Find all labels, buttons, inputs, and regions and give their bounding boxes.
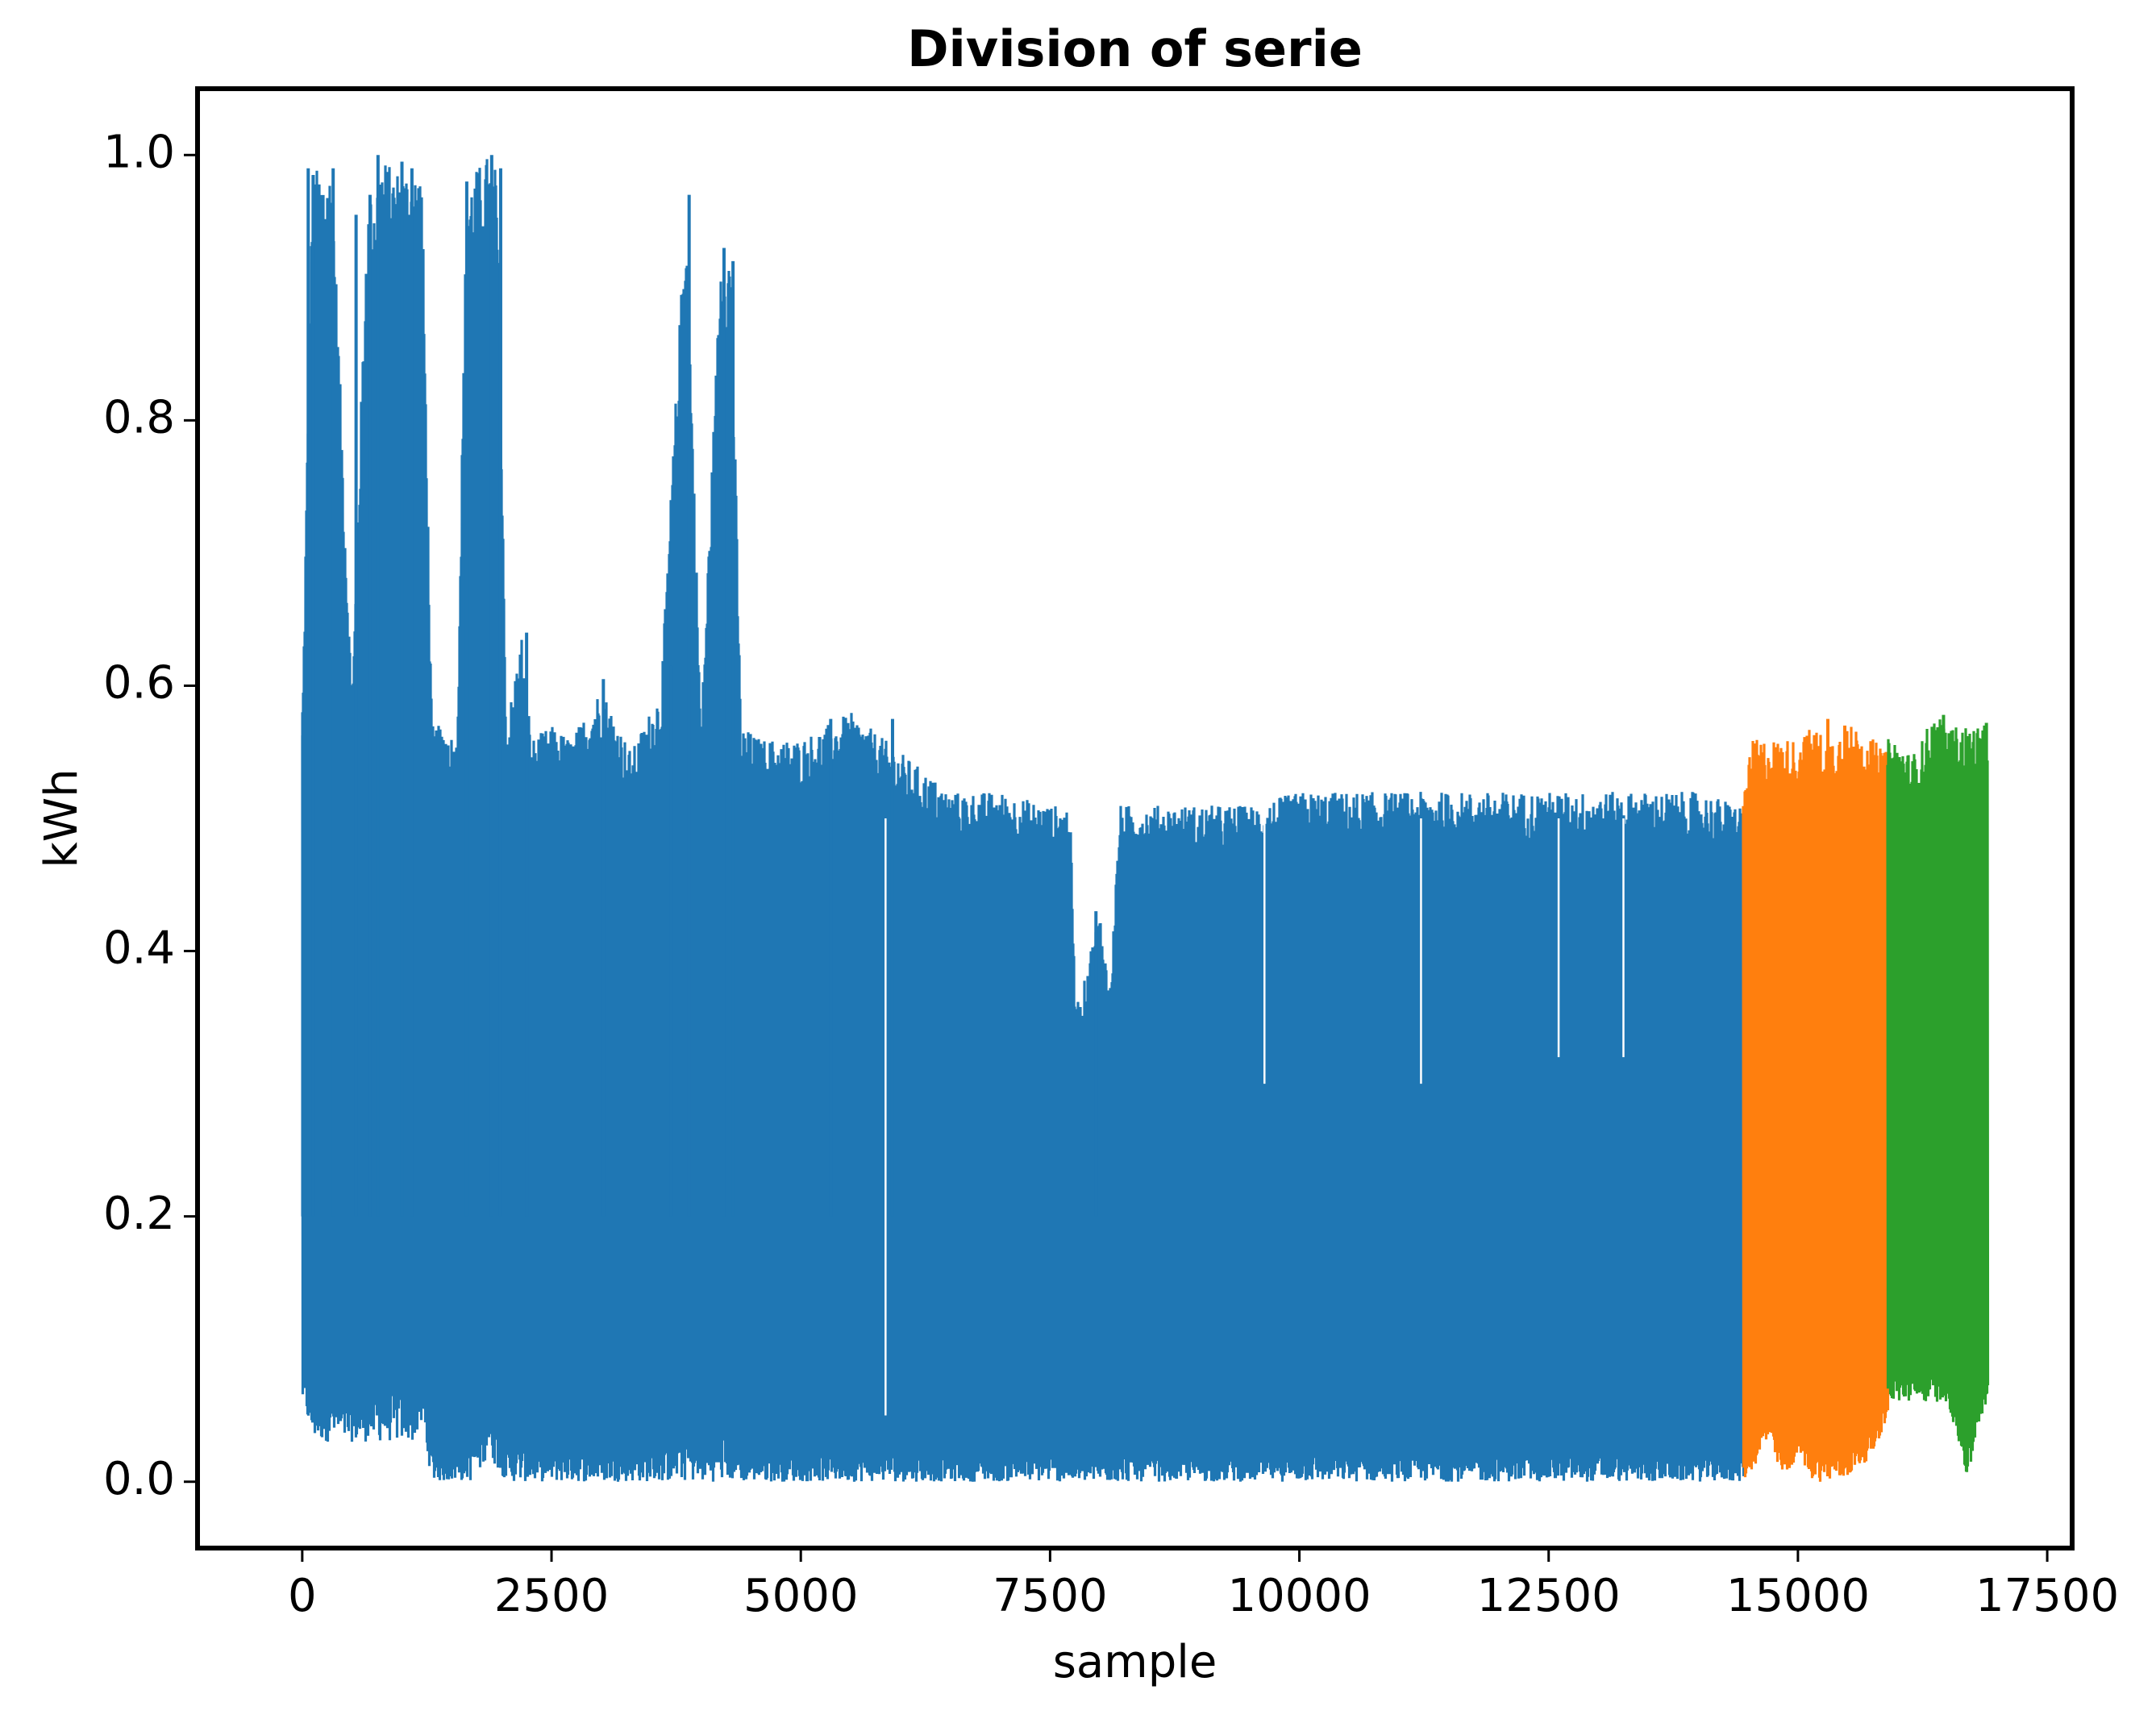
y-tick-label-0: 0.0: [103, 1453, 175, 1505]
x-tick-label-2: 5000: [743, 1570, 859, 1622]
axes-frame: [195, 86, 2075, 1550]
x-tick-label-1: 2500: [494, 1570, 610, 1622]
series-line-1: [1742, 726, 1890, 1482]
x-tick-label-6: 15000: [1726, 1570, 1870, 1622]
y-axis: 0.0 0.2 0.4 0.6 0.8 1.0: [103, 126, 195, 1505]
chart-title: Division of serie: [907, 19, 1363, 78]
y-tick-label-4: 0.8: [103, 392, 175, 444]
y-tick-label-1: 0.2: [103, 1188, 175, 1240]
x-tick-label-5: 12500: [1477, 1570, 1621, 1622]
x-tick-label-0: 0: [288, 1570, 317, 1622]
x-tick-label-4: 10000: [1227, 1570, 1371, 1622]
y-tick-label-5: 1.0: [103, 126, 175, 178]
x-tick-label-7: 17500: [1975, 1570, 2119, 1622]
y-tick-label-3: 0.6: [103, 657, 175, 710]
x-tick-label-3: 7500: [993, 1570, 1108, 1622]
series-line-2: [1886, 719, 1990, 1472]
series-line-0: [301, 159, 1746, 1482]
y-axis-label: kWh: [35, 768, 88, 868]
x-axis-label: sample: [1053, 1636, 1217, 1688]
x-axis: 0 2500 5000 7500 10000 12500 15000 17500: [288, 1550, 2119, 1622]
plot-area: [301, 155, 1990, 1482]
y-tick-label-2: 0.4: [103, 922, 175, 975]
